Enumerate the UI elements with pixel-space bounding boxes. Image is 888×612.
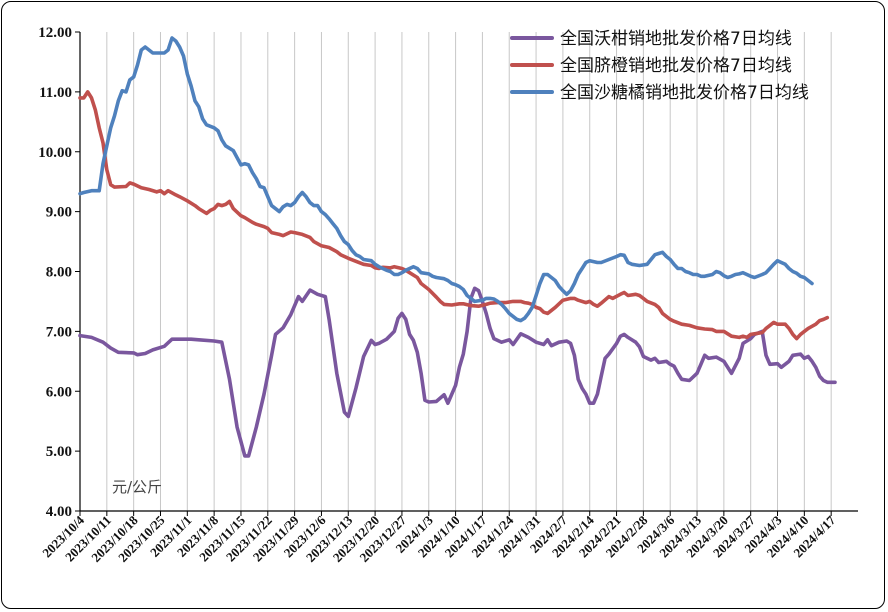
- x-axis-ticks: 2023/10/42023/10/112023/10/182023/10/252…: [39, 511, 839, 565]
- y-tick-label: 11.00: [39, 85, 72, 101]
- legend-label-0: 全国沃柑销地批发价格7日均线: [560, 29, 792, 49]
- y-tick-label: 5.00: [46, 444, 72, 460]
- y-tick-label: 12.00: [38, 25, 72, 41]
- legend: 全国沃柑销地批发价格7日均线全国脐橙销地批发价格7日均线全国沙糖橘销地批发价格7…: [510, 29, 809, 103]
- series-lines: [78, 36, 837, 458]
- series-line-1: [78, 90, 830, 341]
- y-tick-label: 8.00: [46, 265, 72, 281]
- y-tick-label: 6.00: [46, 384, 72, 400]
- series-line-0: [78, 286, 837, 458]
- legend-label-2: 全国沙糖橘销地批发价格7日均线: [560, 83, 809, 103]
- y-tick-label: 7.00: [46, 324, 72, 340]
- y-axis-ticks: 4.00 5.00 6.00 7.00 8.00 9.00 10.00 11.00 12.00: [38, 25, 80, 520]
- y-tick-label: 10.00: [38, 145, 72, 161]
- y-tick-label: 9.00: [46, 205, 72, 221]
- grid: [106, 32, 832, 511]
- y-tick-label: 4.00: [46, 504, 72, 520]
- legend-label-1: 全国脐橙销地批发价格7日均线: [560, 56, 792, 76]
- series-line-2: [78, 36, 814, 323]
- unit-label: 元/公斤: [112, 478, 162, 496]
